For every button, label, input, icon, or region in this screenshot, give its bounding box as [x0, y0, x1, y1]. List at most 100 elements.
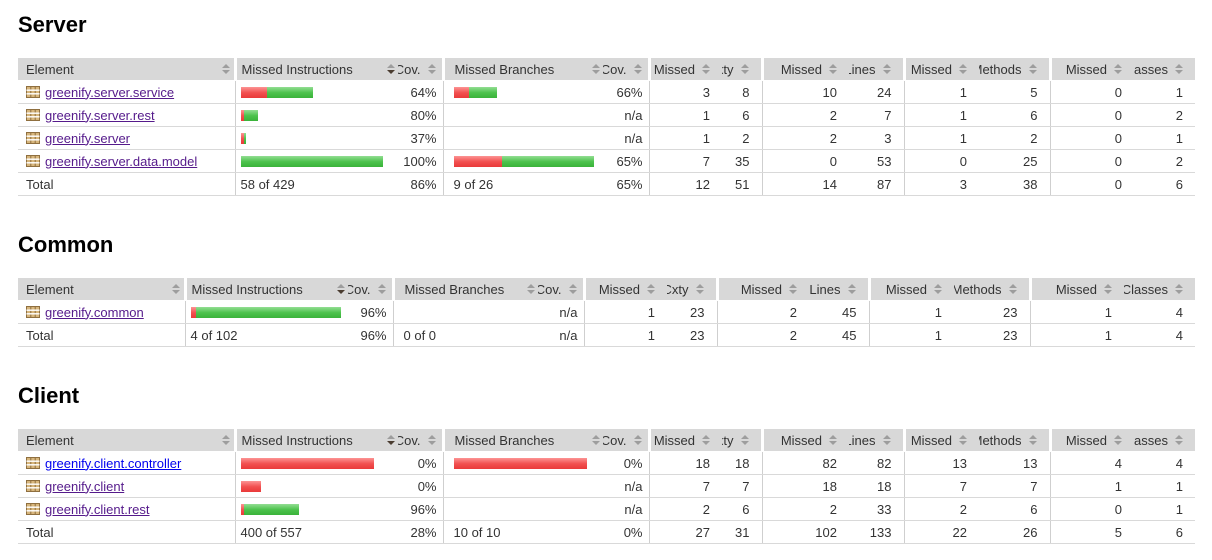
column-header-cxty[interactable]: Cxty	[722, 429, 762, 452]
total-methods: 26	[979, 520, 1050, 544]
sort-icon	[959, 435, 967, 445]
sort-icon	[740, 435, 749, 445]
column-header-instruction-cov[interactable]: Cov.	[398, 58, 443, 81]
sort-icon	[427, 435, 436, 445]
package-link[interactable]: greenify.client.controller	[45, 455, 182, 471]
branches-coverage-bar	[453, 150, 600, 172]
column-header-classes[interactable]: Classes	[1134, 429, 1195, 452]
column-header-cxty[interactable]: Cxty	[667, 278, 717, 301]
column-header-methods[interactable]: Methods	[954, 278, 1030, 301]
missed-branches-cell	[442, 451, 603, 475]
column-header-classes[interactable]: Classes	[1134, 58, 1195, 81]
package-link[interactable]: greenify.server.rest	[45, 107, 155, 123]
column-header-missed-branches[interactable]: Missed Branches	[441, 429, 603, 452]
methods-cell: 13	[979, 451, 1050, 475]
lines-cell: 18	[849, 474, 904, 498]
sort-icon	[377, 284, 386, 294]
missed-methods-cell: 7	[903, 474, 979, 498]
sort-icon	[702, 64, 710, 74]
branch-coverage-percent: 65%	[603, 149, 649, 173]
package-link[interactable]: greenify.server.service	[45, 84, 175, 100]
column-header-missed-classes[interactable]: Missed	[1048, 429, 1134, 452]
sort-icon	[527, 284, 535, 294]
column-header-missed-cxty[interactable]: Missed	[647, 58, 722, 81]
branch-coverage-percent: 66%	[603, 80, 649, 104]
column-header-instruction-cov[interactable]: Cov.	[398, 429, 443, 452]
missed-classes-cell: 0	[1049, 80, 1134, 104]
total-branch-coverage: 65%	[603, 172, 649, 196]
instruction-coverage-percent: 0%	[398, 451, 443, 475]
header-row: Element Missed Instructions Cov. Missed …	[18, 278, 1195, 301]
sort-icon	[221, 435, 230, 445]
methods-cell: 2	[979, 126, 1050, 150]
sort-icon	[882, 64, 891, 74]
branches-coverage-bar	[454, 127, 600, 149]
column-header-missed-lines[interactable]: Missed	[760, 429, 849, 452]
column-header-branch-cov[interactable]: Cov.	[603, 58, 649, 81]
element-cell: greenify.client	[18, 474, 235, 498]
column-header-cxty[interactable]: Cxty	[722, 58, 762, 81]
sort-icon	[1175, 64, 1183, 74]
column-header-missed-branches[interactable]: Missed Branches	[391, 278, 538, 301]
total-cxty: 23	[667, 323, 717, 347]
column-header-element[interactable]: Element	[18, 58, 235, 81]
branches-coverage-bar	[454, 104, 600, 126]
column-header-missed-instructions[interactable]: Missed Instructions	[183, 278, 348, 301]
cxty-cell: 6	[722, 497, 762, 521]
column-header-missed-classes[interactable]: Missed	[1048, 58, 1134, 81]
column-header-classes[interactable]: Classes	[1124, 278, 1195, 301]
column-header-missed-instructions[interactable]: Missed Instructions	[233, 58, 398, 81]
package-link[interactable]: greenify.server.data.model	[45, 153, 198, 169]
missed-instructions-cell	[234, 474, 398, 498]
instructions-coverage-bar	[240, 82, 395, 103]
total-missed-methods: 3	[903, 172, 979, 196]
column-header-branch-cov[interactable]: Cov.	[538, 278, 584, 301]
missed-methods-cell: 2	[903, 497, 979, 521]
sort-icon	[1114, 435, 1122, 445]
column-header-branch-cov[interactable]: Cov.	[603, 429, 649, 452]
missed-classes-cell: 0	[1049, 103, 1134, 127]
column-header-missed-cxty[interactable]: Missed	[582, 278, 667, 301]
total-instructions: 4 of 102	[184, 323, 348, 347]
total-label: Total	[18, 520, 235, 544]
column-header-missed-methods[interactable]: Missed	[902, 58, 979, 81]
package-icon	[26, 154, 40, 168]
branches-coverage-bar	[453, 82, 600, 103]
classes-cell: 1	[1134, 474, 1195, 498]
package-link[interactable]: greenify.client	[45, 478, 125, 494]
column-header-lines[interactable]: Lines	[849, 429, 904, 452]
header-row: Element Missed Instructions Cov. Missed …	[18, 429, 1195, 452]
column-header-methods[interactable]: Methods	[979, 58, 1050, 81]
column-header-methods[interactable]: Methods	[979, 429, 1050, 452]
lines-cell: 24	[849, 80, 904, 104]
column-header-missed-classes[interactable]: Missed	[1028, 278, 1124, 301]
package-icon	[26, 479, 40, 493]
column-header-missed-methods[interactable]: Missed	[902, 429, 979, 452]
sort-icon	[1028, 64, 1037, 74]
table-row: greenify.client.controller 0% 0% 18 18 8…	[18, 451, 1195, 475]
column-header-element[interactable]: Element	[18, 278, 185, 301]
column-header-missed-cxty[interactable]: Missed	[647, 429, 722, 452]
table-row: greenify.client 0% n/a 7 7 18 18 7 7 1 1	[18, 474, 1195, 498]
sort-icon	[740, 64, 749, 74]
instruction-coverage-percent: 0%	[398, 474, 443, 498]
coverage-bar-green	[243, 132, 246, 144]
total-instructions: 58 of 429	[234, 172, 398, 196]
coverage-bar-red	[240, 132, 244, 144]
missed-lines-cell: 2	[716, 300, 809, 324]
column-header-missed-lines[interactable]: Missed	[760, 58, 849, 81]
missed-lines-cell: 0	[761, 149, 849, 173]
package-link[interactable]: greenify.common	[45, 304, 144, 320]
column-header-lines[interactable]: Lines	[809, 278, 869, 301]
package-link[interactable]: greenify.client.rest	[45, 501, 150, 517]
column-header-missed-methods[interactable]: Missed	[867, 278, 954, 301]
package-link[interactable]: greenify.server	[45, 130, 131, 146]
coverage-table-common: Element Missed Instructions Cov. Missed …	[18, 278, 1195, 347]
column-header-element[interactable]: Element	[18, 429, 235, 452]
column-header-lines[interactable]: Lines	[849, 58, 904, 81]
column-header-missed-branches[interactable]: Missed Branches	[441, 58, 603, 81]
column-header-missed-lines[interactable]: Missed	[715, 278, 809, 301]
column-header-missed-instructions[interactable]: Missed Instructions	[233, 429, 398, 452]
instruction-coverage-percent: 64%	[398, 80, 443, 104]
column-header-instruction-cov[interactable]: Cov.	[348, 278, 393, 301]
